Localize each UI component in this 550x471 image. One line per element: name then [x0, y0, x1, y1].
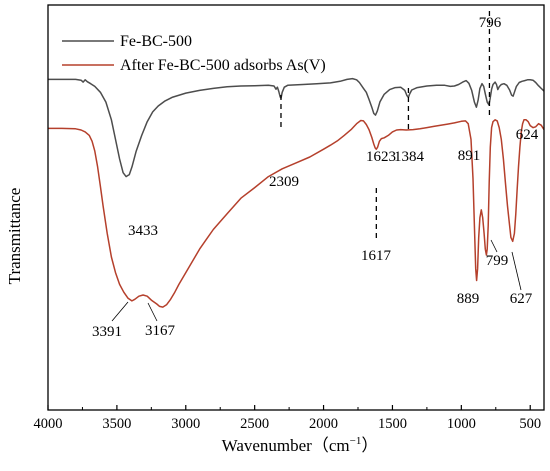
annotation-label-627: 627 — [510, 291, 533, 307]
annotation-label-796: 796 — [479, 15, 502, 31]
series-line-1 — [48, 77, 545, 178]
x-tick-label-1500: 1500 — [378, 416, 407, 432]
x-tick-label-4000: 4000 — [34, 416, 63, 432]
annotation-label-3433: 3433 — [128, 223, 158, 239]
annotation-label-891: 891 — [458, 148, 481, 164]
x-tick-label-1000: 1000 — [447, 416, 476, 432]
series-line-2 — [48, 119, 545, 308]
x-axis-title-text: Wavenumber（cm — [222, 436, 350, 455]
x-tick-label-2000: 2000 — [309, 416, 338, 432]
x-axis-title: Wavenumber（cm−1） — [222, 435, 379, 455]
x-axis-title-superscript: −1 — [350, 435, 362, 447]
annotation-label-3167: 3167 — [145, 323, 176, 339]
annotation-leader-3167 — [147, 302, 158, 322]
x-axis: 4000 3500 3000 2500 2000 1500 1000 500 — [34, 405, 541, 432]
plot-layer — [48, 77, 545, 308]
plot-frame — [47, 4, 545, 411]
x-tick-label-500: 500 — [519, 416, 541, 432]
legend-label-1: Fe-BC-500 — [120, 33, 192, 50]
legend: Fe-BC-500 After Fe-BC-500 adsorbs As(V) — [62, 33, 326, 74]
annotation-leader-627 — [511, 251, 522, 291]
annotation-leader-799 — [490, 239, 498, 253]
annotation-label-1623: 1623 — [366, 149, 396, 165]
x-tick-label-2500: 2500 — [240, 416, 269, 432]
annotation-label-3391: 3391 — [92, 324, 122, 340]
y-axis-title: Transmittance — [5, 188, 24, 285]
annotation-label-1617: 1617 — [361, 248, 392, 264]
annotation-label-1384: 1384 — [394, 149, 425, 165]
x-tick-label-3500: 3500 — [102, 416, 131, 432]
annotation-leader-3391 — [111, 301, 129, 322]
x-axis-title-close: ） — [361, 436, 378, 455]
annotation-label-2309: 2309 — [269, 174, 299, 190]
x-tick-label-3000: 3000 — [171, 416, 200, 432]
annotation-label-799: 799 — [486, 253, 509, 269]
annotation-label-889: 889 — [457, 291, 480, 307]
annotation-label-624: 624 — [516, 127, 539, 143]
legend-label-2: After Fe-BC-500 adsorbs As(V) — [120, 57, 326, 74]
